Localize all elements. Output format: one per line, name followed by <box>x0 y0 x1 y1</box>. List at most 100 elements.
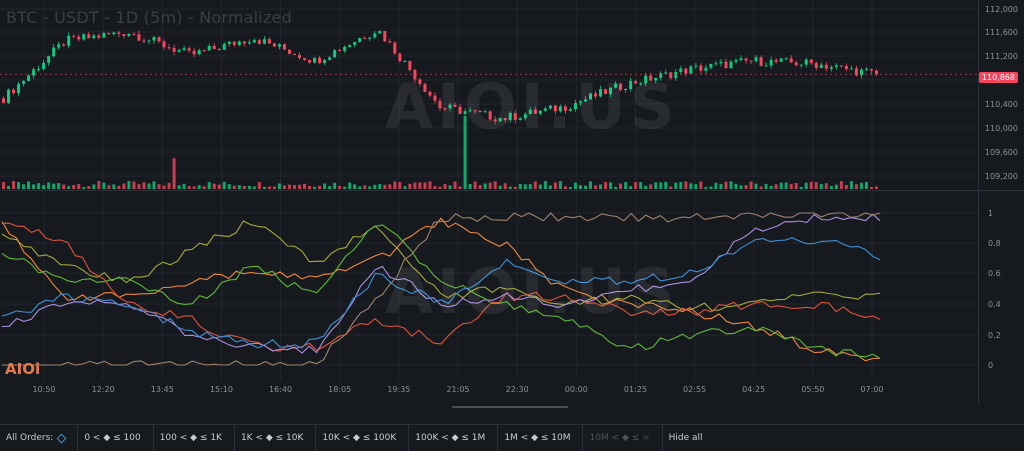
norm-label: 0.6 <box>988 269 1001 278</box>
candle-body <box>192 50 196 55</box>
candle-body <box>418 79 422 84</box>
volume-bar <box>373 184 377 189</box>
current-price-tag: 110,868 <box>978 72 1018 83</box>
candle-body <box>358 38 362 43</box>
time-label: 19:35 <box>387 385 411 394</box>
candle-body <box>298 54 302 58</box>
candle-body <box>679 68 683 72</box>
series-line <box>1 220 881 311</box>
candle-body <box>568 109 572 111</box>
legend-item-0-100[interactable]: 0 < ◆ ≤ 100 <box>78 425 154 451</box>
volume-bar <box>488 182 492 189</box>
volume-bar <box>639 182 643 189</box>
volume-bar <box>187 186 191 189</box>
candle-body <box>57 44 61 48</box>
candle-body <box>654 77 658 81</box>
candle-body <box>448 104 452 109</box>
candle-body <box>859 69 863 76</box>
chart-canvas[interactable] <box>0 0 1024 424</box>
candle-body <box>227 41 231 44</box>
chart-scrollbar[interactable] <box>452 406 568 408</box>
candle-body <box>453 104 457 107</box>
volume-bar <box>684 181 688 189</box>
volume-bar <box>448 185 452 189</box>
volume-bar <box>182 183 186 189</box>
volume-bar <box>804 182 808 189</box>
candle-body <box>624 88 628 90</box>
candle-body <box>834 65 838 68</box>
volume-bar <box>589 181 593 189</box>
volume-bar <box>363 185 367 189</box>
time-label: 13:45 <box>150 385 174 394</box>
volume-bar <box>62 184 66 189</box>
candle-body <box>393 42 397 54</box>
legend-item-100-1k[interactable]: 100 < ◆ ≤ 1K <box>154 425 235 451</box>
price-label: 109,200 <box>984 172 1018 181</box>
panel-divider[interactable] <box>0 190 1024 191</box>
candle-body <box>368 37 372 39</box>
candle-body <box>779 58 783 62</box>
volume-bar <box>508 186 512 189</box>
legend-all-orders[interactable]: All Orders: <box>0 425 79 451</box>
volume-bar <box>749 181 753 189</box>
volume-bar <box>528 184 532 189</box>
volume-bar <box>824 183 828 189</box>
legend-all-orders-label: All Orders: <box>6 433 54 443</box>
watermark-top: AIOI.US <box>385 70 679 143</box>
aioi-logo: AIOi <box>5 360 41 378</box>
candle-body <box>503 118 507 121</box>
volume-bar <box>97 181 101 189</box>
volume-bar <box>242 185 246 189</box>
price-label: 111,600 <box>984 28 1018 37</box>
volume-bar <box>277 183 281 189</box>
legend-item-1m-10m[interactable]: 1M < ◆ ≤ 10M <box>498 425 584 451</box>
price-axis[interactable] <box>978 0 1024 404</box>
time-label: 18:05 <box>328 385 352 394</box>
legend-item-1k-10k[interactable]: 1K < ◆ ≤ 10K <box>235 425 317 451</box>
candle-body <box>804 59 808 65</box>
candle-body <box>202 50 206 52</box>
legend-item-100k-1m[interactable]: 100K < ◆ ≤ 1M <box>409 425 499 451</box>
volume-bar <box>543 181 547 189</box>
price-label: 110,400 <box>984 100 1018 109</box>
candle-body <box>784 58 788 60</box>
volume-bar <box>604 182 608 189</box>
volume-bar <box>7 185 11 189</box>
diamond-icon <box>56 433 67 443</box>
volume-bar <box>137 184 141 189</box>
candle-body <box>704 67 708 71</box>
volume-bar <box>573 182 577 189</box>
time-label: 01:25 <box>623 385 647 394</box>
candle-body <box>177 50 181 52</box>
volume-bar <box>869 186 873 189</box>
candle-body <box>558 106 562 112</box>
volume-bar <box>162 185 166 189</box>
candle-body <box>87 34 91 39</box>
legend-item-10m-inf[interactable]: 10M < ◆ ≤ ∞ <box>583 425 663 451</box>
candle-body <box>699 65 703 71</box>
candle-body <box>669 72 673 79</box>
volume-bar <box>72 185 76 189</box>
candle-body <box>292 53 296 55</box>
candle-body <box>182 48 186 51</box>
candle-body <box>674 71 678 79</box>
volume-bar <box>659 182 663 189</box>
hide-all-label: Hide all <box>668 433 703 443</box>
legend-item-10k-100k[interactable]: 10K < ◆ ≤ 100K <box>316 425 410 451</box>
hide-all-button[interactable]: Hide all <box>663 425 715 451</box>
volume-bar <box>272 186 276 189</box>
volume-bar <box>287 184 291 189</box>
volume-bar <box>393 181 397 189</box>
candle-body <box>107 33 111 35</box>
candle-body <box>709 63 713 68</box>
volume-bar <box>152 181 156 189</box>
candle-body <box>493 119 497 122</box>
candle-body <box>328 57 332 60</box>
volume-bar <box>358 186 362 189</box>
volume-bar <box>644 185 648 189</box>
volume-bar <box>503 183 507 189</box>
volume-bar <box>77 184 81 189</box>
order-size-legend: All Orders: 0 < ◆ ≤ 100 100 < ◆ ≤ 1K 1K … <box>0 424 1024 451</box>
volume-bar <box>533 181 537 189</box>
volume-bar <box>147 183 151 189</box>
